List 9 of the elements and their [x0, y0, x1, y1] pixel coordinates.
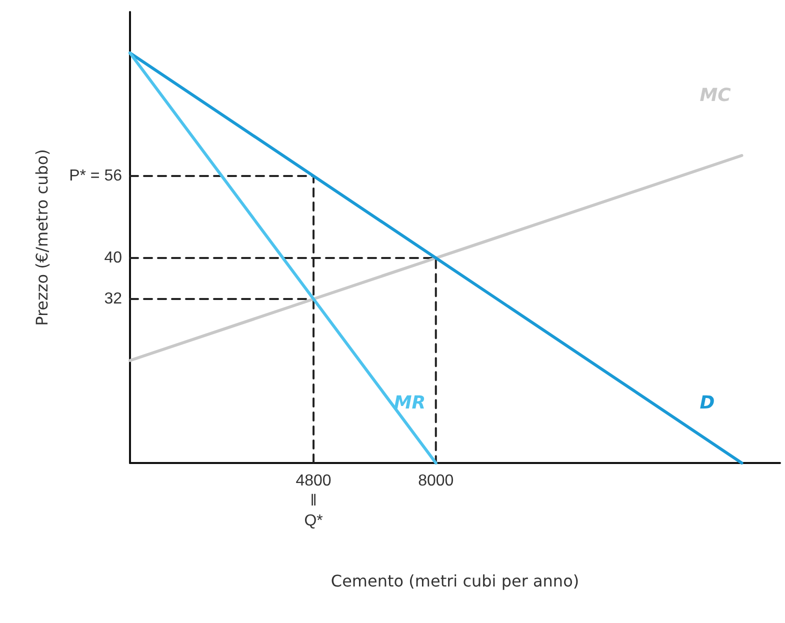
- x-axis-title: Cemento (metri cubi per anno): [330, 572, 580, 590]
- y-axis-title: Prezzo (€/metro cubo): [32, 149, 52, 326]
- y-tick-label: 40: [104, 250, 122, 266]
- series-label: D: [700, 392, 715, 414]
- series-label: MR: [394, 392, 426, 414]
- y-tick-label: P* = 56: [69, 168, 122, 184]
- x-tick-label: 8000: [418, 472, 454, 490]
- y-tick-label: 32: [104, 290, 122, 308]
- x-tick-label: 4800 ‖ Q*: [296, 472, 332, 530]
